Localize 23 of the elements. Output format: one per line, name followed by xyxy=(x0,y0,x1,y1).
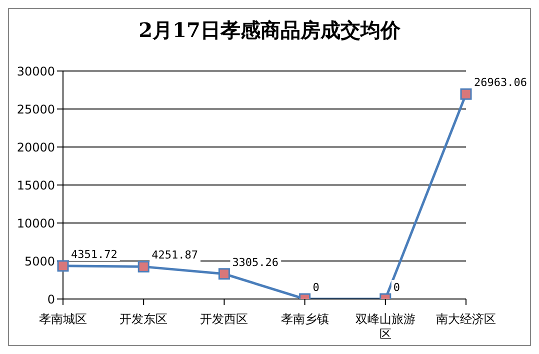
y-tick-label: 0 xyxy=(47,292,55,306)
y-tick-label: 30000 xyxy=(16,64,55,78)
x-tick-label: 孝南乡镇 xyxy=(280,312,329,326)
x-tick-label: 南大经济区 xyxy=(436,312,496,326)
x-tick-label: 开发西区 xyxy=(200,312,248,326)
y-tick-label: 25000 xyxy=(16,102,55,116)
y-tick-label: 5000 xyxy=(24,254,55,268)
x-tick-label: 开发东区 xyxy=(120,312,168,326)
data-label: 4351.72 xyxy=(71,248,118,261)
x-tick-label: 孝南城区 xyxy=(39,312,87,326)
y-tick-label: 15000 xyxy=(16,178,55,192)
data-label: 3305.26 xyxy=(232,256,279,269)
y-tick-label: 10000 xyxy=(16,216,55,230)
data-label: 4251.87 xyxy=(152,248,198,262)
chart-title: 2月17日孝感商品房成交均价 xyxy=(138,17,402,44)
point xyxy=(138,260,150,272)
data-label: 0 xyxy=(312,281,320,294)
point xyxy=(460,88,472,100)
data-label: 26963.06 xyxy=(474,76,527,90)
data-label: 0 xyxy=(393,281,400,294)
x-tick-label: 双峰山旅游区 xyxy=(355,312,416,341)
point xyxy=(218,268,230,280)
y-tick-label: 20000 xyxy=(16,140,55,154)
